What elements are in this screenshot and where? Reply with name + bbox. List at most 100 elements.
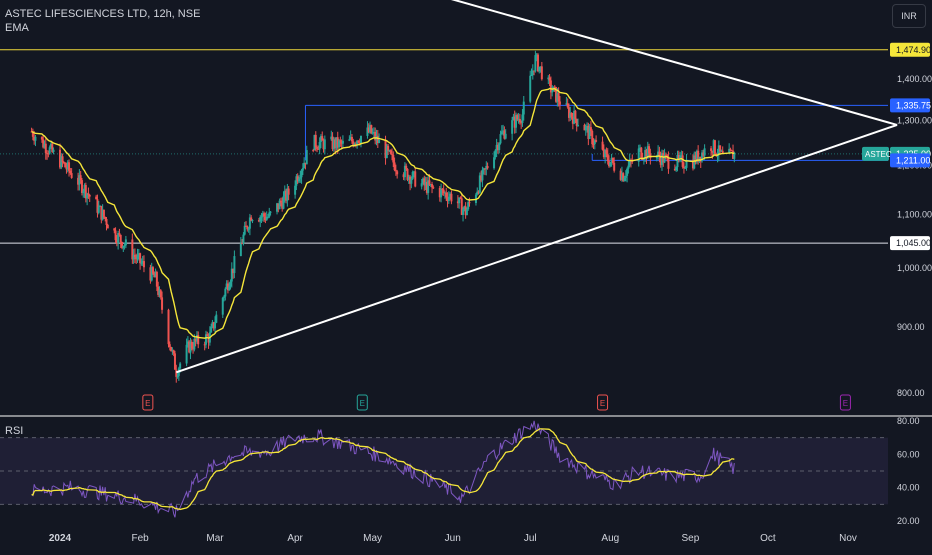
candle-body (468, 202, 471, 204)
candle-body (60, 156, 63, 168)
candle-body (349, 136, 352, 140)
price-tag[interactable]: 1,335.75 (890, 98, 931, 113)
candle-body (99, 205, 102, 207)
trendline[interactable] (175, 123, 898, 374)
candle-body (666, 155, 669, 157)
candle-body (646, 146, 649, 159)
candle-body (243, 225, 246, 235)
candle-body (394, 170, 397, 172)
rsi-axis-tick-label: 20.00 (897, 516, 920, 526)
candle-body (591, 130, 594, 145)
candle-body (44, 143, 47, 154)
candle-body (403, 165, 406, 178)
candle-body (348, 139, 351, 141)
earnings-marker[interactable]: E (597, 394, 609, 411)
candle-body (555, 86, 558, 102)
price-tag-text: 1,211.00 (896, 155, 930, 165)
candle-body (42, 139, 45, 148)
candle-body (673, 168, 676, 171)
candle-body (675, 167, 678, 171)
candle-body (450, 193, 453, 202)
candle-body (332, 139, 335, 150)
candle-body (484, 168, 487, 170)
candle-body (717, 145, 720, 156)
candle-body (699, 156, 702, 162)
candle-body (513, 116, 516, 128)
candle-body (334, 139, 337, 149)
candle-body (142, 261, 145, 268)
candle-body (623, 177, 626, 182)
earnings-marker-label: E (843, 399, 848, 408)
candle-body (691, 159, 694, 169)
earnings-marker-box (839, 394, 851, 411)
candle-body (176, 375, 179, 377)
earnings-marker[interactable]: E (839, 394, 851, 411)
candle-body (223, 296, 226, 298)
rsi-line (31, 420, 735, 518)
candle-body (639, 147, 642, 149)
candle-body (494, 150, 497, 158)
price-tag[interactable]: 1,211.00 (890, 153, 930, 168)
candle-body (536, 54, 539, 72)
candle-body (609, 161, 612, 167)
candle-body (150, 267, 153, 281)
candle-body (409, 176, 412, 184)
earnings-marker-label: E (145, 399, 150, 408)
candle-body (221, 297, 224, 315)
candle-body (427, 180, 430, 193)
candle-body (531, 70, 534, 76)
candle-body (533, 70, 536, 72)
candle-body (412, 171, 415, 173)
price-tag[interactable]: 1,045.00 (890, 236, 931, 251)
trendline[interactable] (396, 0, 898, 126)
candle-body (172, 350, 175, 354)
candle-body (511, 120, 514, 134)
candle-body (214, 322, 217, 329)
candle-body (118, 233, 121, 235)
earnings-marker-box (142, 394, 154, 411)
candle-body (641, 158, 644, 160)
candle-body (393, 162, 396, 171)
candle-body (212, 322, 215, 329)
candle-body (496, 144, 499, 151)
candle-body (549, 80, 552, 93)
candle-body (371, 132, 374, 134)
candle-body (443, 192, 446, 194)
candle-body (354, 143, 357, 145)
earnings-marker[interactable]: E (356, 394, 368, 411)
candle-body (95, 196, 98, 200)
candle-body (425, 181, 428, 193)
candle-body (500, 131, 503, 135)
candle-body (645, 150, 648, 159)
candle-body (105, 218, 108, 225)
candle-body (173, 353, 176, 370)
candle-body (100, 205, 103, 220)
candle-body (104, 216, 107, 219)
time-axis-tick-label: Oct (760, 533, 776, 544)
candle-body (459, 197, 462, 199)
candle-body (499, 134, 502, 144)
candle-body (680, 155, 683, 157)
earnings-marker[interactable]: E (142, 394, 154, 411)
candle-body (711, 150, 714, 153)
earnings-marker-label: E (360, 399, 365, 408)
candle-body (667, 156, 670, 169)
rsi-pane[interactable] (0, 420, 888, 518)
currency-button[interactable]: INR (892, 4, 926, 28)
price-tag-text: 1,045.00 (896, 238, 931, 248)
candle-body (305, 150, 308, 165)
candle-body (51, 143, 54, 152)
candle-body (189, 341, 192, 353)
candle-body (595, 140, 598, 142)
candle-body (335, 137, 338, 149)
candle-body (171, 350, 174, 352)
price-tag[interactable]: 1,474.90 (890, 42, 931, 57)
time-axis-tick-label: May (363, 533, 382, 544)
candle-body (257, 220, 260, 222)
candle-body (411, 171, 414, 180)
candle-body (388, 150, 391, 152)
candle-body (78, 175, 81, 185)
